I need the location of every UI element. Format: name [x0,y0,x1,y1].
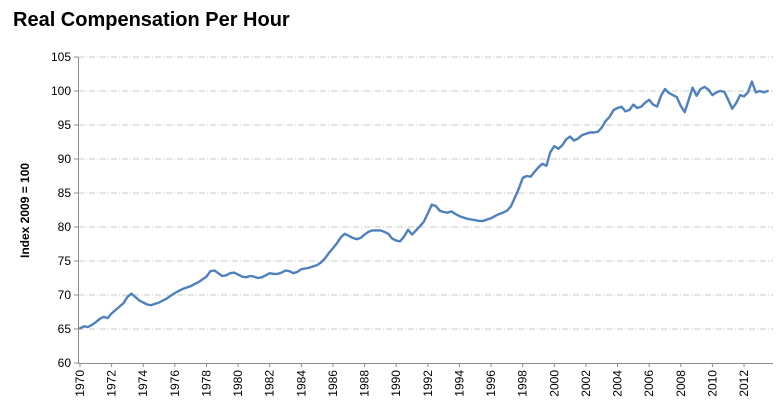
y-tick-label: 100 [51,84,71,98]
x-tick-label: 1998 [516,370,530,397]
x-tick-label: 1992 [421,370,435,397]
x-tick-label: 2000 [547,370,561,397]
y-tick-label: 85 [58,186,72,200]
x-tick-label: 2002 [579,370,593,397]
y-tick-label: 60 [58,356,72,370]
series-line [78,80,769,330]
x-tick-label: 1996 [484,370,498,397]
y-tick-label: 105 [51,50,71,64]
x-tick-label: 1982 [263,370,277,397]
y-tick-label: 80 [58,220,72,234]
chart-title: Real Compensation Per Hour [13,9,290,31]
x-tick-label: 1972 [105,370,119,397]
y-tick-label: 70 [58,288,72,302]
y-tick-label: 95 [58,118,72,132]
x-tick-label: 1994 [452,370,466,397]
x-tick-label: 1976 [168,370,182,397]
x-tick-label: 1970 [73,370,87,397]
x-tick-label: 2012 [737,370,751,397]
x-tick-label: 1986 [326,370,340,397]
x-tick-label: 1978 [199,370,213,397]
x-tick-label: 1990 [389,370,403,397]
x-tick-label: 1988 [358,370,372,397]
y-tick-label: 65 [58,322,72,336]
x-tick-label: 2008 [674,370,688,397]
x-tick-label: 2010 [705,370,719,397]
x-tick-label: 2006 [642,370,656,397]
y-tick-label: 75 [58,254,72,268]
x-tick-label: 1984 [294,370,308,397]
x-tick-label: 1980 [231,370,245,397]
x-tick-label: 1974 [136,370,150,397]
y-tick-label: 90 [58,152,72,166]
x-tick-label: 2004 [611,370,625,397]
